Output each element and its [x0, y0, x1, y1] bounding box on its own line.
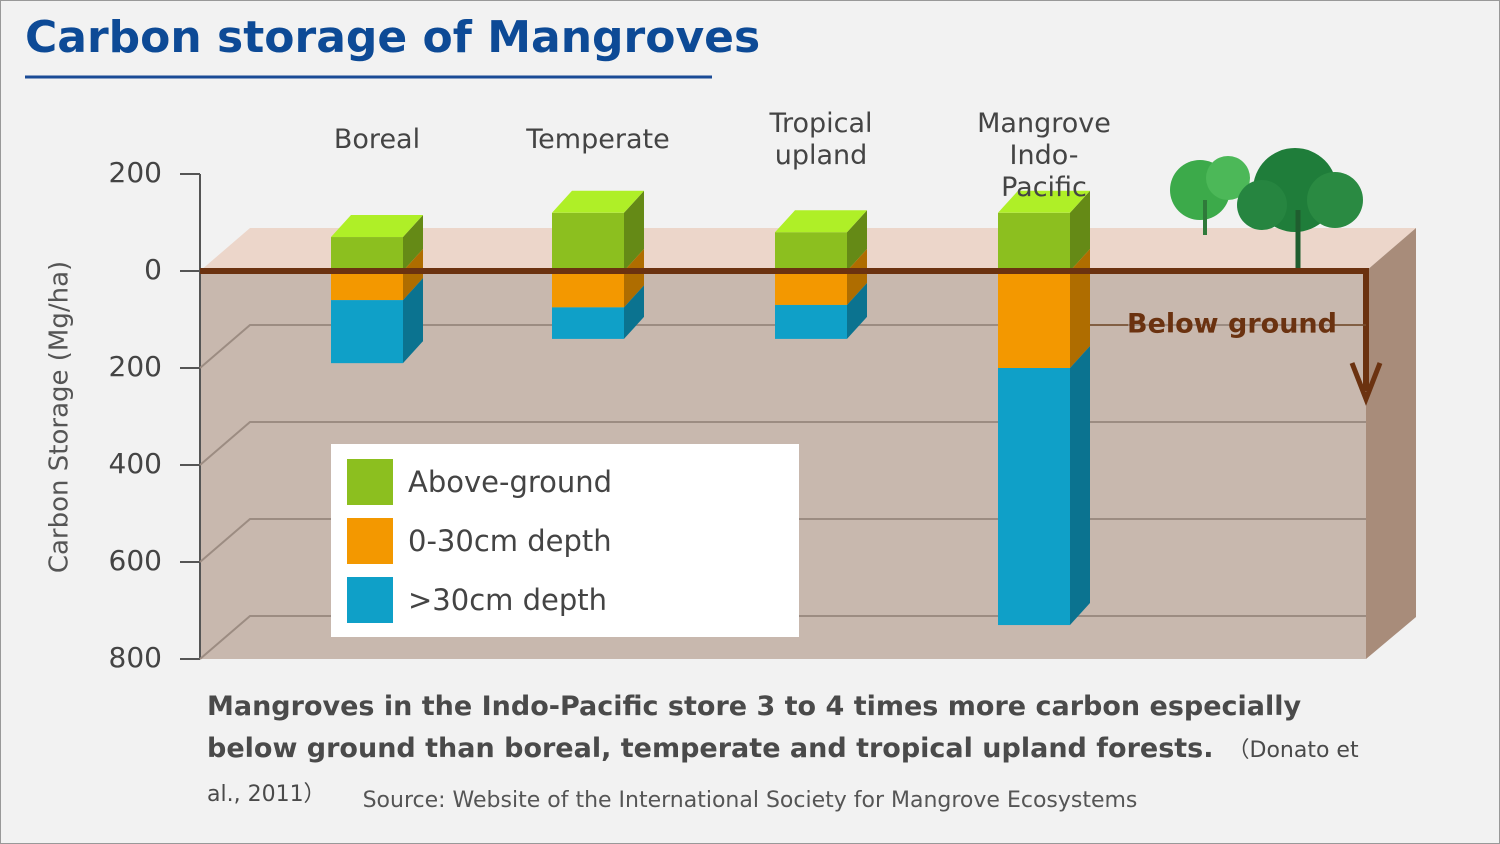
- arrow-head: [1349, 362, 1383, 406]
- legend-label: Above-ground: [408, 465, 612, 499]
- category-label: Mangrove Indo-Pacific: [977, 108, 1111, 203]
- bar: [331, 271, 403, 301]
- bar-side: [1070, 346, 1090, 626]
- legend-label: >30cm depth: [408, 583, 607, 617]
- y-tick-label: 200: [109, 350, 162, 383]
- caption-text: Mangroves in the Indo-Pacific store 3 to…: [207, 691, 1302, 764]
- bar: [775, 304, 847, 339]
- grid-line: [199, 324, 1366, 369]
- bar-side: [1070, 190, 1090, 271]
- legend-swatch: [347, 518, 393, 564]
- bar: [552, 307, 624, 339]
- category-label: Temperate: [526, 124, 670, 155]
- annotation: Below ground: [1127, 309, 1337, 340]
- legend-box: [331, 444, 799, 637]
- bar: [331, 237, 403, 271]
- bar: [998, 212, 1070, 271]
- bar: [998, 368, 1070, 626]
- bar: [331, 300, 403, 364]
- bar-side: [847, 282, 867, 339]
- bar-side: [403, 278, 423, 364]
- bar-side: [624, 249, 644, 308]
- bar-top: [998, 190, 1090, 213]
- chart-title: Carbon storage of Mangroves: [25, 12, 760, 63]
- bar-side: [624, 190, 644, 271]
- category-label: Boreal: [333, 124, 421, 155]
- grid-line: [199, 518, 1366, 563]
- y-tick-label: 0: [144, 253, 162, 286]
- y-tick-label: 800: [109, 641, 162, 674]
- y-axis-label: Carbon Storage (Mg/ha): [45, 261, 75, 573]
- soil-side: [1366, 228, 1416, 659]
- bar-top: [775, 210, 867, 233]
- caption: Mangroves in the Indo-Pacific store 3 to…: [207, 686, 1377, 816]
- y-tick-label: 200: [109, 156, 162, 189]
- bar: [998, 271, 1070, 368]
- category-label: Tropical upland: [769, 108, 873, 171]
- ground-arrow: [200, 268, 1369, 391]
- legend-label: 0-30cm depth: [408, 524, 612, 558]
- bar-side: [1070, 249, 1090, 368]
- bar-top: [552, 190, 644, 213]
- grid-line: [199, 421, 1366, 466]
- bar-top: [331, 215, 423, 238]
- legend-swatch: [347, 459, 393, 505]
- bar-side: [847, 249, 867, 305]
- bar-side: [624, 285, 644, 339]
- bar: [775, 232, 847, 271]
- bar: [552, 212, 624, 271]
- citation: （Donato et al., 2011）: [207, 738, 1359, 807]
- bar-side: [403, 249, 423, 301]
- bar: [775, 271, 847, 305]
- trees: [1170, 148, 1363, 268]
- y-tick-label: 600: [109, 544, 162, 577]
- bar-side: [403, 215, 423, 271]
- bar-side: [847, 210, 867, 271]
- bar: [552, 271, 624, 308]
- source: Source: Website of the International Soc…: [362, 788, 1138, 813]
- grid-line: [199, 615, 1366, 660]
- legend: Above-ground 0-30cm depth >30cm depth: [331, 444, 799, 637]
- legend-swatch: [347, 577, 393, 623]
- y-tick-label: 400: [109, 447, 162, 480]
